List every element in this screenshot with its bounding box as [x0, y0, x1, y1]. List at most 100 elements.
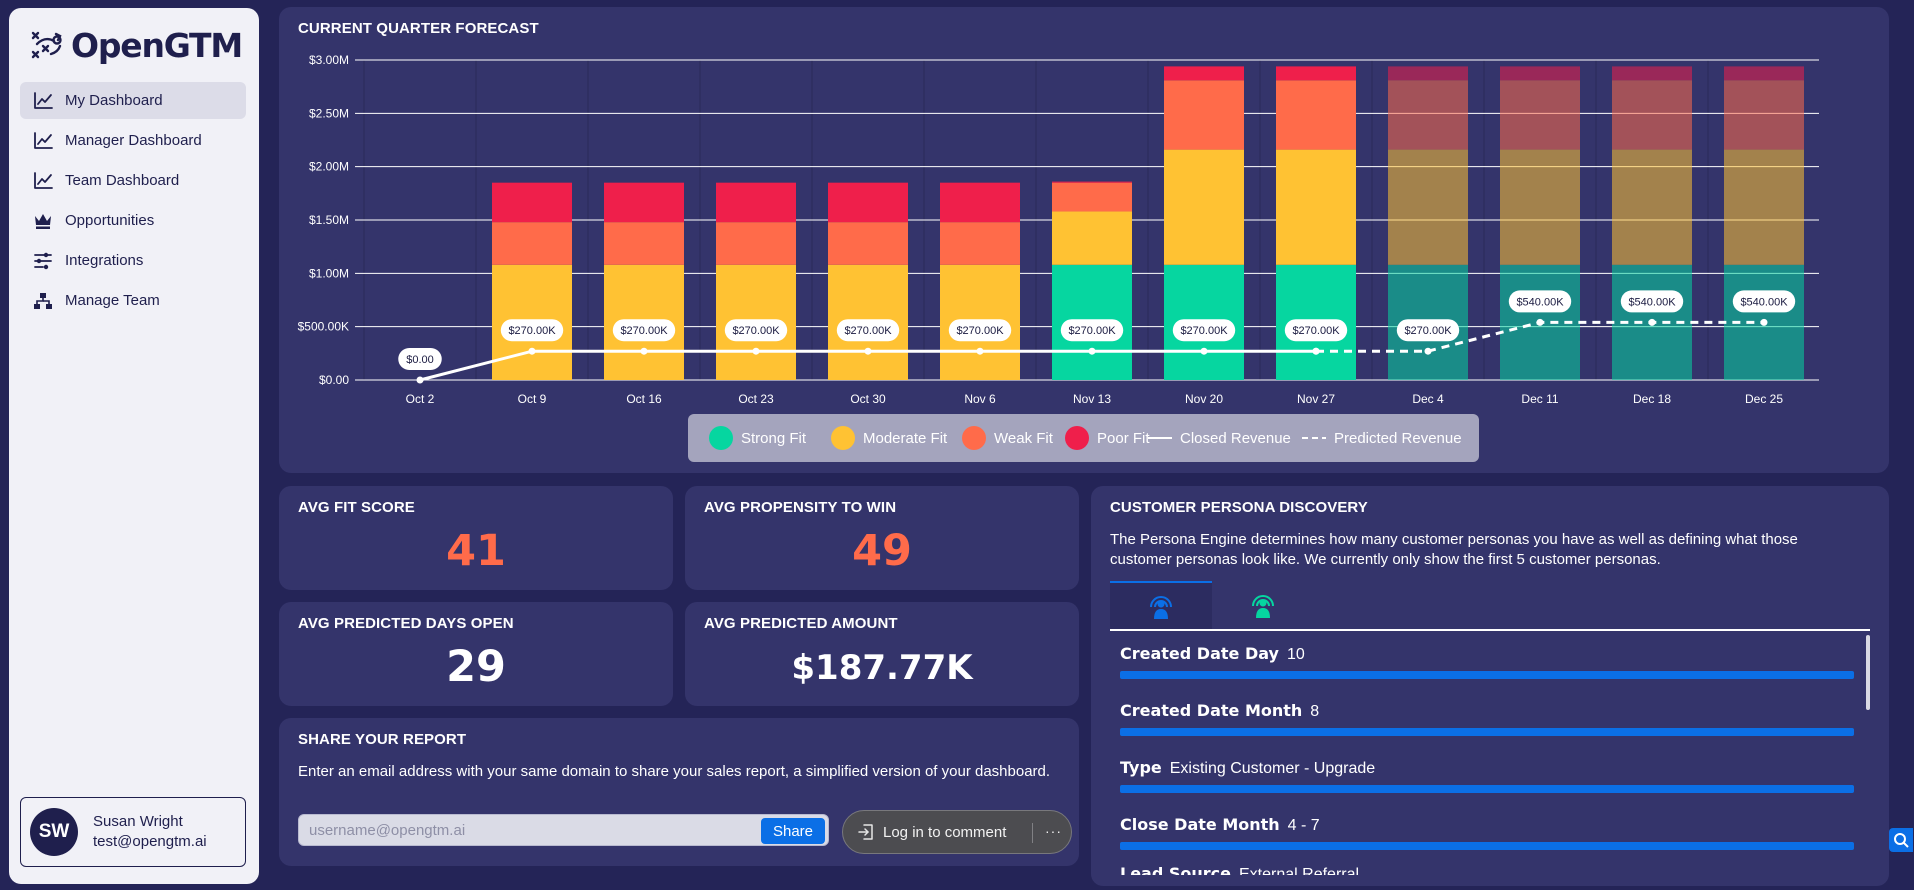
logo[interactable]: OpenGTM: [29, 26, 243, 65]
share-button[interactable]: Share: [761, 818, 825, 844]
card-title: AVG PROPENSITY TO WIN: [704, 499, 897, 516]
bar-segment: [1164, 66, 1244, 81]
persona-discovery-panel: CUSTOMER PERSONA DISCOVERY The Persona E…: [1091, 486, 1889, 886]
attribute-name: Lead Source: [1120, 864, 1231, 875]
x-tick-label: Dec 11: [1521, 392, 1558, 406]
bar-segment: [1612, 149, 1692, 265]
org-chart-icon: [34, 292, 52, 309]
search-icon: [1894, 833, 1909, 848]
x-tick-label: Dec 4: [1412, 392, 1444, 406]
bar-segment: [1164, 149, 1244, 265]
attribute-value: 8: [1310, 703, 1320, 720]
forecast-chart: $0.00 $500.00K $1.00M $1.50M $2.00M $2.50M $3.…: [298, 53, 1819, 462]
user-info: Susan Wright test@opengtm.ai: [93, 812, 207, 852]
data-label-bg: [1396, 319, 1460, 342]
card-title: AVG PREDICTED AMOUNT: [704, 615, 898, 632]
bar-segment: [1724, 80, 1804, 150]
legend-swatch: [1065, 426, 1089, 450]
x-tick-label: Dec 25: [1745, 392, 1783, 406]
sidebar-item-my-dashboard[interactable]: My Dashboard: [20, 82, 246, 119]
bar-segment: [716, 222, 796, 265]
data-label-bg: [724, 319, 788, 342]
bar-segment: [1388, 66, 1468, 81]
bar-segment: [1612, 80, 1692, 150]
chart-line-icon: [34, 171, 53, 189]
legend-label: Strong Fit: [741, 430, 807, 447]
bar-segment: [940, 222, 1020, 265]
y-tick-label: $2.50M: [309, 106, 349, 120]
attribute-value: 10: [1286, 646, 1305, 663]
bar-segment: [1052, 181, 1132, 183]
bar-segment: [1388, 149, 1468, 265]
chart-line-icon: [34, 131, 53, 149]
x-tick-label: Nov 20: [1185, 392, 1223, 406]
bar-segment: [1724, 66, 1804, 81]
data-label: $270.00K: [1068, 325, 1116, 337]
sidebar-item-team-dashboard[interactable]: Team Dashboard: [20, 162, 246, 199]
legend-label: Poor Fit: [1097, 430, 1150, 447]
data-label: $270.00K: [1404, 325, 1452, 337]
legend-swatch: [962, 426, 986, 450]
persona-attribute: Created Date Month 8: [1120, 701, 1854, 736]
avatar: SW: [30, 808, 78, 856]
data-label-bg: [1172, 319, 1236, 342]
line-point: [416, 376, 424, 384]
login-to-comment-button[interactable]: Log in to comment ···: [842, 810, 1072, 854]
legend-label: Closed Revenue: [1180, 430, 1291, 447]
bar-segment: [1612, 66, 1692, 81]
data-label-bg: [398, 348, 442, 370]
bar-segment: [1276, 149, 1356, 265]
persona-tab-1[interactable]: [1110, 581, 1212, 629]
avg-propensity-card: AVG PROPENSITY TO WIN 49: [685, 486, 1079, 590]
share-email-field: Share: [298, 814, 829, 846]
attribute-bar: [1120, 842, 1854, 850]
attribute-value: Existing Customer - Upgrade: [1169, 760, 1376, 777]
user-card[interactable]: SW Susan Wright test@opengtm.ai: [20, 797, 246, 867]
persona-attribute: Close Date Month 4 - 7: [1120, 815, 1854, 850]
sidebar: OpenGTM My Dashboard Manager Dashboard T…: [9, 8, 259, 884]
zoom-search-button[interactable]: [1889, 828, 1913, 852]
persona-tabs: [1110, 581, 1870, 631]
data-label-bg: [1508, 290, 1572, 313]
bar-segment: [1164, 80, 1244, 150]
data-label-bg: [948, 319, 1012, 342]
sidebar-nav: My Dashboard Manager Dashboard Team Dash…: [20, 82, 246, 322]
data-label-bg: [1284, 319, 1348, 342]
scrollbar[interactable]: [1866, 635, 1870, 710]
data-label: $270.00K: [732, 325, 780, 337]
attribute-name: Type: [1120, 758, 1162, 777]
card-title: AVG FIT SCORE: [298, 499, 415, 516]
avg-fit-score-value: 41: [446, 526, 506, 576]
persona-tab-2[interactable]: [1212, 581, 1314, 629]
sidebar-item-integrations[interactable]: Integrations: [20, 242, 246, 279]
line-point: [864, 347, 872, 355]
attribute-bar: [1120, 728, 1854, 736]
data-label-bg: [500, 319, 564, 342]
line-point: [640, 347, 648, 355]
bar-segment: [1500, 66, 1580, 81]
avg-days-open-value: 29: [446, 642, 506, 692]
sidebar-item-opportunities[interactable]: Opportunities: [20, 202, 246, 239]
data-label: $0.00: [406, 354, 434, 366]
persona-attribute-list[interactable]: Created Date Day 10 Created Date Month 8 T…: [1110, 632, 1870, 875]
bar-segment: [1724, 149, 1804, 265]
data-label: $540.00K: [1740, 296, 1788, 308]
forecast-panel: CURRENT QUARTER FORECAST $0.00 $500.00K $1…: [279, 7, 1889, 473]
share-description: Enter an email address with your same do…: [298, 763, 1051, 780]
sidebar-item-label: Integrations: [65, 252, 144, 269]
attribute-name: Close Date Month: [1120, 815, 1280, 834]
persona-attribute: Created Date Day 10: [1120, 644, 1854, 679]
line-point: [1424, 347, 1432, 355]
sidebar-item-label: Manage Team: [65, 292, 160, 309]
x-tick-label: Nov 13: [1073, 392, 1111, 406]
bar-segment: [716, 182, 796, 223]
sidebar-item-manage-team[interactable]: Manage Team: [20, 282, 246, 319]
y-tick-label: $1.50M: [309, 213, 349, 227]
y-tick-label: $1.00M: [309, 266, 349, 280]
sidebar-item-manager-dashboard[interactable]: Manager Dashboard: [20, 122, 246, 159]
avg-fit-score-card: AVG FIT SCORE 41: [279, 486, 673, 590]
more-options-icon[interactable]: ···: [1045, 823, 1062, 839]
share-email-input[interactable]: [299, 815, 828, 845]
legend-swatch: [709, 426, 733, 450]
sidebar-item-label: My Dashboard: [65, 92, 163, 109]
